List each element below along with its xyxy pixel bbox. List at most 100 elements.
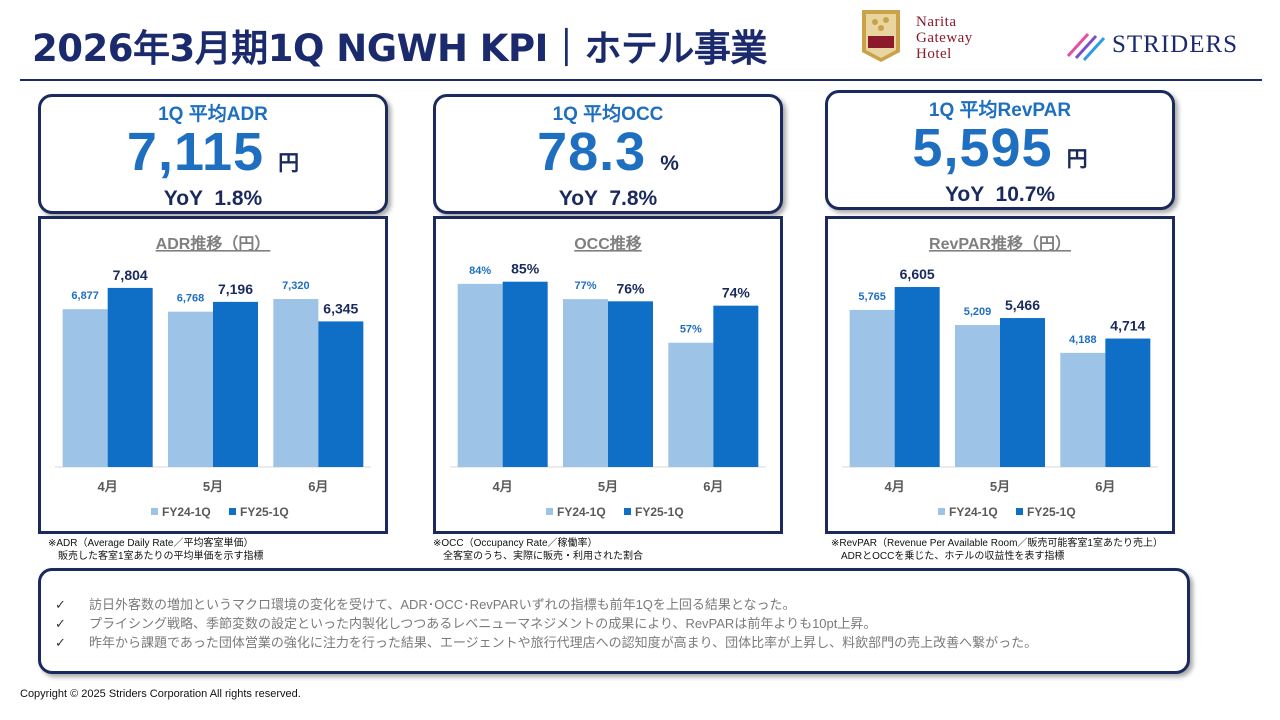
x-tick-label: 4月 [493,479,513,494]
bar-FY24-1Q [955,325,1000,467]
chart-adr: ADR推移（円） 6,877 7,804 4月 6,768 7,196 5月 7,320 6,3… [38,216,388,534]
title-divider [20,79,1262,81]
copyright: Copyright © 2025 Striders Corporation Al… [20,688,301,700]
note-revpar: ※RevPAR（Revenue Per Available Room／販売可能客… [831,538,1163,562]
data-label: 5,209 [964,306,992,318]
summary-list: ✓ 訪日外客数の増加というマクロ環境の変化を受けて、ADR･OCC･RevPARい… [41,571,1187,652]
ngwh-logo-line3: Hotel [916,46,952,62]
kpi-number: 7,115 [126,122,265,182]
kpi-label: 1Q 平均ADR [158,104,268,125]
kpi-number: 78.3 [537,122,647,182]
bar-FY24-1Q [168,311,213,467]
x-tick-label: 6月 [308,479,328,494]
chart-title: ADR推移（円） [156,234,271,253]
kpi-value: 7,115 円 [41,121,385,183]
kpi-label: 1Q 平均OCC [552,104,664,125]
kpi-unit: % [660,152,679,175]
data-label: 6,345 [323,300,358,316]
note-occ: ※OCC（Occupancy Rate／稼働率） 全客室のうち、実際に販売・利用… [433,538,643,562]
data-label: 5,765 [858,291,886,303]
bar-FY25-1Q [107,287,153,467]
data-label: 6,605 [900,266,935,282]
bar-FY24-1Q [1060,352,1106,467]
chart-title: OCC推移 [574,234,642,253]
data-label: 85% [511,261,540,277]
check-icon: ✓ [55,597,66,612]
bar-FY25-1Q [213,301,258,467]
data-label: 6,877 [71,290,99,302]
summary-text: 訪日外客数の増加というマクロ環境の変化を受けて、ADR･OCC･RevPARいず… [89,597,796,612]
bar-FY24-1Q [62,309,108,467]
data-label: 4,714 [1110,318,1145,334]
chart-occ: OCC推移 84% 85% 4月 77% 76% 5月 57% 74% 6月 FY24-1Q FY25… [433,216,783,534]
data-label: 57% [680,324,702,336]
chart-title: RevPAR推移（円） [929,234,1071,253]
x-tick-label: 4月 [98,479,118,494]
chart-adr-svg: ADR推移（円） 6,877 7,804 4月 6,768 7,196 5月 7,320 6,3… [55,234,371,519]
bar-FY25-1Q [1105,338,1151,467]
striders-logo-text: STRIDERS [1112,31,1239,58]
ngwh-logo-text: Narita Gateway Hotel [916,14,973,62]
x-tick-label: 5月 [598,479,618,494]
x-tick-label: 6月 [1095,479,1115,494]
bar-FY25-1Q [894,287,940,467]
ngwh-logo-line1: Narita [916,14,957,30]
check-icon: ✓ [55,616,66,631]
page-title: 2026年3月期1Q NGWH KPI｜ホテル事業 [32,27,767,70]
bar-FY25-1Q [1000,318,1045,467]
summary-box: ✓ 訪日外客数の増加というマクロ環境の変化を受けて、ADR･OCC･RevPARい… [38,568,1190,674]
legend-swatch [229,508,236,515]
summary-text: 昨年から課題であった団体営業の強化に注力を行った結果、エージェントや旅行代理店へ… [89,635,1038,650]
x-tick-label: 6月 [703,479,723,494]
bar-FY25-1Q [608,301,653,467]
kpi-card-occ: 1Q 平均OCC 78.3% YoY 7.8% [433,94,783,214]
summary-item: ✓ 昨年から課題であった団体営業の強化に注力を行った結果、エージェントや旅行代理店… [55,633,1187,652]
data-label: 6,768 [177,293,205,305]
summary-text: プライシング戦略、季節変数の設定といった内製化しつつあるレベニューマネジメントの… [89,616,877,631]
data-label: 7,320 [282,280,310,292]
chart-revpar: RevPAR推移（円） 5,765 6,605 4月 5,209 5,466 5月 4,188… [825,216,1175,534]
summary-item: ✓ 訪日外客数の増加というマクロ環境の変化を受けて、ADR･OCC･RevPARい… [55,595,1187,614]
kpi-unit: 円 [278,152,300,175]
kpi-value: 5,595 円 [828,117,1172,179]
legend-label: FY25-1Q [635,505,684,519]
bar-FY25-1Q [713,305,759,467]
legend-label: FY24-1Q [949,505,998,519]
kpi-yoy: YoY 1.8% [163,187,263,210]
hotel-emblem-icon [862,10,900,62]
kpi-card-revpar: 1Q 平均RevPAR 5,595 円 YoY 10.7% [825,90,1175,210]
data-label: 77% [574,280,596,292]
legend-swatch [938,508,945,515]
x-tick-label: 5月 [203,479,223,494]
legend-swatch [546,508,553,515]
data-label: 76% [616,280,645,296]
summary-item: ✓ プライシング戦略、季節変数の設定といった内製化しつつあるレベニューマネジメント… [55,614,1187,633]
bar-FY24-1Q [668,342,714,467]
note-adr: ※ADR（Average Daily Rate／平均客室単価） 販売した客室1室… [48,538,264,562]
legend-swatch [151,508,158,515]
x-tick-label: 4月 [885,479,905,494]
legend-swatch [624,508,631,515]
data-label: 84% [469,265,491,277]
legend-label: FY25-1Q [240,505,289,519]
data-label: 7,196 [218,281,253,297]
kpi-label: 1Q 平均RevPAR [928,100,1072,121]
kpi-yoy: YoY 7.8% [558,187,658,210]
data-label: 7,804 [113,267,148,283]
kpi-card-adr: 1Q 平均ADR 7,115 円 YoY 1.8% [38,94,388,214]
bar-FY24-1Q [849,309,895,467]
kpi-yoy: YoY 10.7% [944,183,1056,206]
data-label: 4,188 [1069,334,1097,346]
kpi-unit: 円 [1066,148,1088,171]
striders-stripes-icon [1066,32,1106,62]
data-label: 5,466 [1005,297,1040,313]
kpi-number: 5,595 [912,118,1053,178]
bar-FY24-1Q [273,299,319,467]
ngwh-logo-line2: Gateway [916,30,973,46]
bar-FY24-1Q [563,299,608,467]
striders-logo: STRIDERS [1064,26,1264,66]
kpi-value: 78.3% [436,121,780,183]
check-icon: ✓ [55,635,66,650]
legend-label: FY24-1Q [162,505,211,519]
legend-label: FY25-1Q [1027,505,1076,519]
